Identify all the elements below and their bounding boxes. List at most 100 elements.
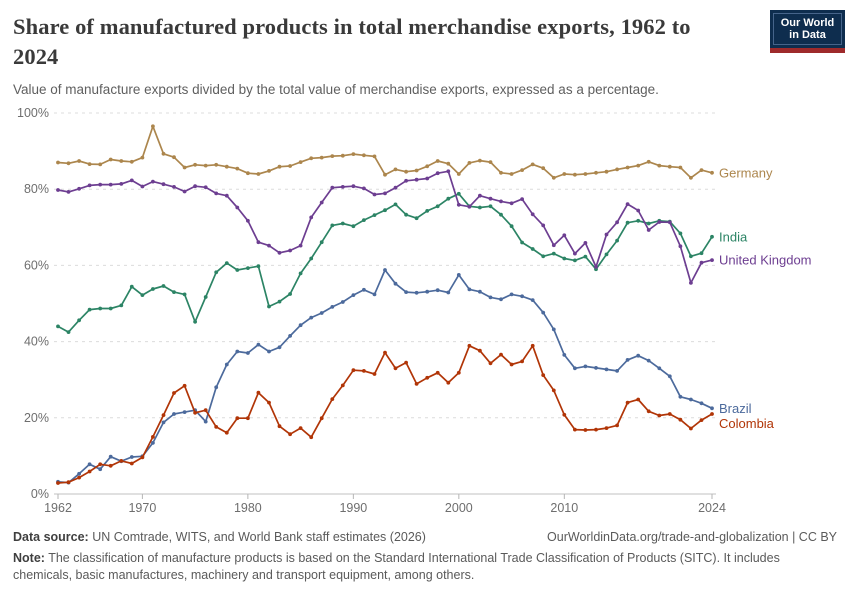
- x-tick-label: 2024: [698, 501, 726, 515]
- point-brazil: [583, 364, 588, 369]
- point-brazil: [267, 349, 271, 354]
- line-germany[interactable]: [57, 125, 713, 179]
- point-brazil: [478, 289, 482, 294]
- point-india: [689, 254, 693, 259]
- series-label-brazil[interactable]: Brazil: [719, 401, 752, 416]
- attribution-link[interactable]: OurWorldinData.org/trade-and-globalizati…: [547, 530, 837, 544]
- point-united-kingdom: [710, 258, 714, 262]
- point-brazil: [151, 441, 155, 445]
- point-india: [119, 303, 124, 308]
- point-united-kingdom: [140, 184, 145, 189]
- point-brazil: [667, 374, 672, 379]
- point-colombia: [288, 432, 292, 437]
- point-united-kingdom: [203, 185, 208, 190]
- point-india: [172, 290, 176, 294]
- point-brazil: [678, 394, 683, 399]
- point-united-kingdom: [467, 204, 472, 209]
- series-label-india[interactable]: India: [719, 229, 748, 244]
- point-india: [636, 218, 641, 223]
- point-brazil: [172, 412, 176, 416]
- x-tick-label: 1980: [234, 501, 262, 515]
- point-germany: [425, 164, 430, 169]
- point-united-kingdom: [583, 241, 588, 245]
- point-colombia: [646, 409, 651, 414]
- point-germany: [330, 154, 335, 159]
- point-india: [161, 284, 166, 288]
- point-germany: [530, 162, 535, 167]
- point-colombia: [404, 360, 408, 365]
- point-colombia: [414, 382, 419, 386]
- point-germany: [372, 154, 377, 159]
- point-brazil: [435, 288, 440, 293]
- point-united-kingdom: [362, 186, 366, 191]
- data-source: Data source: UN Comtrade, WITS, and Worl…: [13, 529, 426, 546]
- point-india: [393, 202, 398, 207]
- point-united-kingdom: [425, 176, 430, 181]
- point-colombia: [235, 416, 240, 421]
- point-germany: [646, 159, 651, 164]
- point-india: [562, 256, 567, 261]
- point-colombia: [172, 391, 176, 395]
- point-brazil: [499, 297, 503, 302]
- point-colombia: [520, 359, 524, 364]
- point-united-kingdom: [182, 189, 187, 194]
- point-colombia: [393, 366, 398, 371]
- owid-logo-text: Our World in Data: [773, 13, 842, 45]
- point-germany: [246, 171, 250, 176]
- point-brazil: [288, 334, 292, 338]
- point-united-kingdom: [119, 182, 124, 186]
- page-title-line2: 2024: [13, 44, 59, 69]
- point-germany: [435, 159, 440, 163]
- point-brazil: [636, 353, 641, 358]
- point-brazil: [319, 311, 324, 315]
- point-germany: [66, 161, 71, 166]
- owid-logo[interactable]: Our World in Data: [770, 10, 845, 53]
- point-colombia: [478, 348, 482, 353]
- point-india: [288, 292, 292, 296]
- point-united-kingdom: [56, 188, 60, 192]
- point-india: [435, 204, 440, 209]
- point-brazil: [615, 369, 619, 373]
- point-germany: [478, 158, 482, 163]
- x-tick-label: 2010: [550, 501, 578, 515]
- point-brazil: [203, 419, 208, 424]
- point-united-kingdom: [615, 220, 619, 225]
- point-india: [425, 209, 430, 213]
- point-colombia: [277, 424, 282, 429]
- line-colombia[interactable]: [57, 344, 713, 484]
- point-india: [362, 218, 366, 223]
- point-india: [699, 251, 704, 256]
- line-india[interactable]: [57, 192, 713, 333]
- line-united-kingdom[interactable]: [57, 170, 713, 284]
- point-brazil: [625, 358, 630, 362]
- point-india: [298, 271, 303, 276]
- series-label-colombia[interactable]: Colombia: [719, 416, 775, 431]
- point-united-kingdom: [372, 192, 377, 197]
- point-united-kingdom: [446, 169, 451, 174]
- x-tick-label: 1970: [128, 501, 156, 515]
- point-germany: [499, 170, 503, 175]
- point-germany: [267, 169, 271, 173]
- point-brazil: [277, 345, 282, 350]
- point-india: [77, 318, 81, 323]
- point-united-kingdom: [604, 232, 609, 237]
- point-colombia: [256, 390, 261, 395]
- y-tick-label: 60%: [24, 258, 49, 272]
- point-brazil: [98, 467, 103, 472]
- point-brazil: [425, 289, 430, 294]
- chart-header: Share of manufactured products in total …: [13, 12, 763, 98]
- point-united-kingdom: [562, 233, 567, 238]
- series-label-united-kingdom[interactable]: United Kingdom: [719, 253, 812, 268]
- point-colombia: [193, 410, 198, 415]
- point-india: [87, 307, 92, 312]
- point-brazil: [520, 294, 524, 299]
- point-germany: [404, 169, 408, 174]
- line-brazil[interactable]: [57, 269, 713, 484]
- point-india: [530, 247, 535, 251]
- point-brazil: [161, 420, 166, 425]
- point-germany: [224, 164, 229, 169]
- point-brazil: [309, 315, 314, 320]
- series-label-germany[interactable]: Germany: [719, 165, 773, 180]
- point-brazil: [456, 273, 461, 277]
- point-india: [319, 240, 324, 245]
